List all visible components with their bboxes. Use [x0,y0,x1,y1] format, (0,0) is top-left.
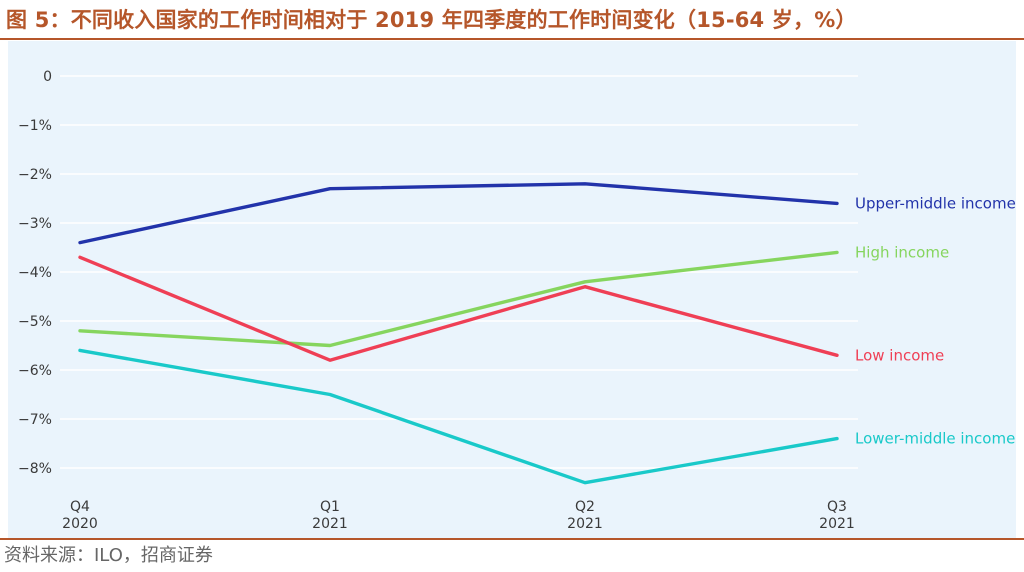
grid-lines [60,75,858,469]
series-line [78,182,839,245]
series-label: Upper-middle income [855,194,1016,212]
y-tick-label: −1% [18,118,52,134]
series-lines [78,182,839,485]
x-tick-year: 2021 [567,516,603,532]
x-tick-label: Q1 [320,499,340,515]
source-note: 资料来源：ILO，招商证券 [4,545,213,566]
x-tick-label: Q4 [70,499,90,515]
chart-title: 图 5：不同收入国家的工作时间相对于 2019 年四季度的工作时间变化（15-6… [6,8,857,32]
series-line [78,250,839,348]
x-tick-label: Q3 [827,499,847,515]
y-tick-label: −7% [18,412,52,428]
series-label: Low income [855,346,944,364]
series-line [78,348,839,485]
y-tick-label: −3% [18,216,52,232]
y-tick-label: −6% [18,363,52,379]
series-labels: Upper-middle income High income Low income… [855,194,1016,447]
series-label: High income [855,243,949,261]
x-tick-label: Q2 [575,499,595,515]
top-divider [0,38,1024,40]
y-tick-label: −5% [18,314,52,330]
y-tick-label: −8% [18,461,52,477]
plot-background [8,41,1016,538]
series-line [78,255,839,362]
y-tick-label: −4% [18,265,52,281]
series-label: Lower-middle income [855,430,1015,448]
y-tick-label: −2% [18,167,52,183]
x-tick-year: 2021 [819,516,855,532]
x-tick-year: 2020 [62,516,98,532]
bottom-divider [0,538,1024,540]
y-axis-ticks: 0 −1% −2% −3% −4% −5% −6% −7% −8% [18,69,52,477]
x-tick-year: 2021 [312,516,348,532]
y-tick-label: 0 [43,69,52,85]
